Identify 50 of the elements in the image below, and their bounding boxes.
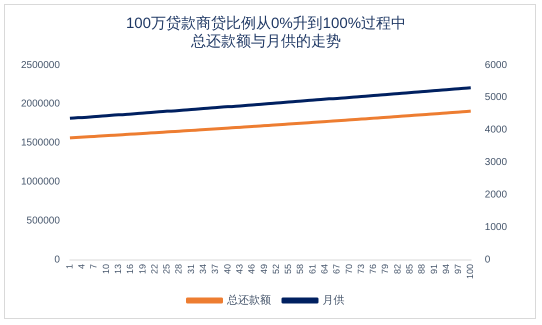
x-tick-label: 37 (210, 264, 220, 274)
x-tick-label: 55 (283, 264, 294, 274)
x-tick-label: 1 (64, 264, 74, 269)
y2-tick-label: 4000 (484, 124, 508, 136)
x-tick-label: 97 (453, 264, 464, 274)
x-tick-label: 91 (428, 264, 439, 274)
x-tick-label: 34 (198, 264, 208, 274)
x-tick-label: 61 (307, 264, 318, 274)
x-tick-label: 100 (465, 264, 476, 280)
x-tick-label: 7 (88, 264, 99, 269)
y-tick-label: 1000000 (20, 176, 60, 188)
x-tick-label: 46 (246, 264, 257, 274)
x-tick-label: 28 (174, 264, 184, 274)
x-tick-label: 58 (295, 264, 306, 274)
x-tick-label: 19 (137, 264, 148, 274)
x-tick-label: 13 (113, 264, 123, 274)
legend-label: 月供 (322, 294, 344, 307)
y2-tick-label: 2000 (484, 190, 508, 201)
y-tick-label: 2500000 (20, 60, 60, 71)
legend-label: 总还款额 (226, 294, 271, 307)
x-tick-label: 70 (344, 264, 354, 274)
x-tick-label: 94 (440, 264, 451, 274)
x-tick-label: 31 (186, 264, 196, 274)
y-tick-label: 2000000 (20, 98, 60, 110)
y2-tick-label: 5000 (484, 92, 508, 104)
x-tick-label: 4 (76, 264, 87, 269)
x-tick-label: 16 (125, 264, 136, 274)
x-tick-label: 82 (392, 264, 402, 274)
x-tick-label: 73 (356, 264, 366, 274)
x-tick-label: 52 (270, 264, 281, 274)
y2-tick-label: 3000 (484, 157, 508, 168)
x-tick-label: 25 (162, 264, 172, 274)
x-tick-label: 64 (319, 264, 330, 274)
x-tick-label: 76 (368, 264, 378, 274)
y-tick-label: 1500000 (20, 138, 60, 149)
x-tick-label: 67 (332, 264, 342, 274)
y2-tick-label: 1000 (484, 222, 508, 234)
x-tick-label: 43 (234, 264, 244, 274)
y2-tick-label: 6000 (484, 60, 508, 71)
x-tick-label: 22 (149, 264, 160, 274)
x-tick-label: 79 (380, 264, 390, 274)
y-tick-label: 500000 (26, 216, 60, 227)
x-tick-label: 49 (258, 264, 269, 274)
x-tick-label: 88 (416, 264, 427, 274)
x-tick-label: 85 (404, 264, 415, 274)
chart-title: 100万贷款商贷比例从0%升到100%过程中总还款额与月供的走势 (126, 15, 406, 50)
y-tick-label: 0 (54, 254, 60, 266)
x-tick-label: 40 (222, 264, 232, 274)
y2-tick-label: 0 (484, 254, 491, 266)
x-tick-label: 10 (100, 264, 111, 274)
